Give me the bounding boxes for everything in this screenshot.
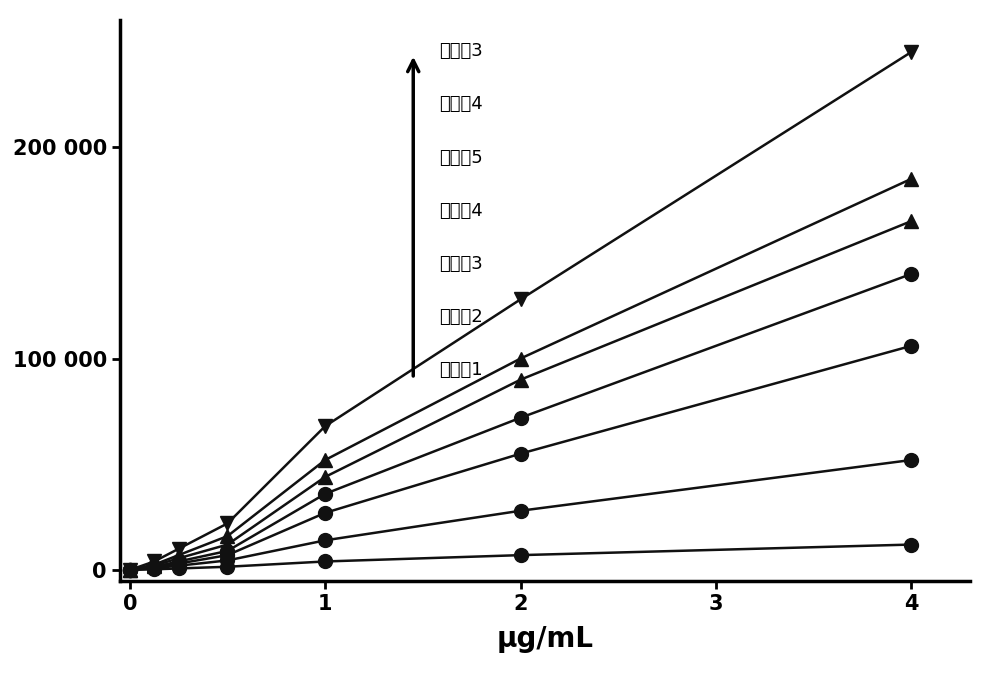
Text: 对比入1: 对比入1: [439, 361, 482, 379]
Y-axis label: RLU: RLU: [0, 276, 1, 325]
X-axis label: μg/mL: μg/mL: [496, 625, 594, 653]
Text: 对比入3: 对比入3: [439, 255, 482, 273]
Text: 实施入4: 实施入4: [439, 95, 482, 113]
Text: 对比入4: 对比入4: [439, 202, 482, 220]
Text: 实施入5: 实施入5: [439, 148, 482, 167]
Text: 对比入2: 对比入2: [439, 308, 482, 326]
Text: 实施入3: 实施入3: [439, 42, 482, 60]
